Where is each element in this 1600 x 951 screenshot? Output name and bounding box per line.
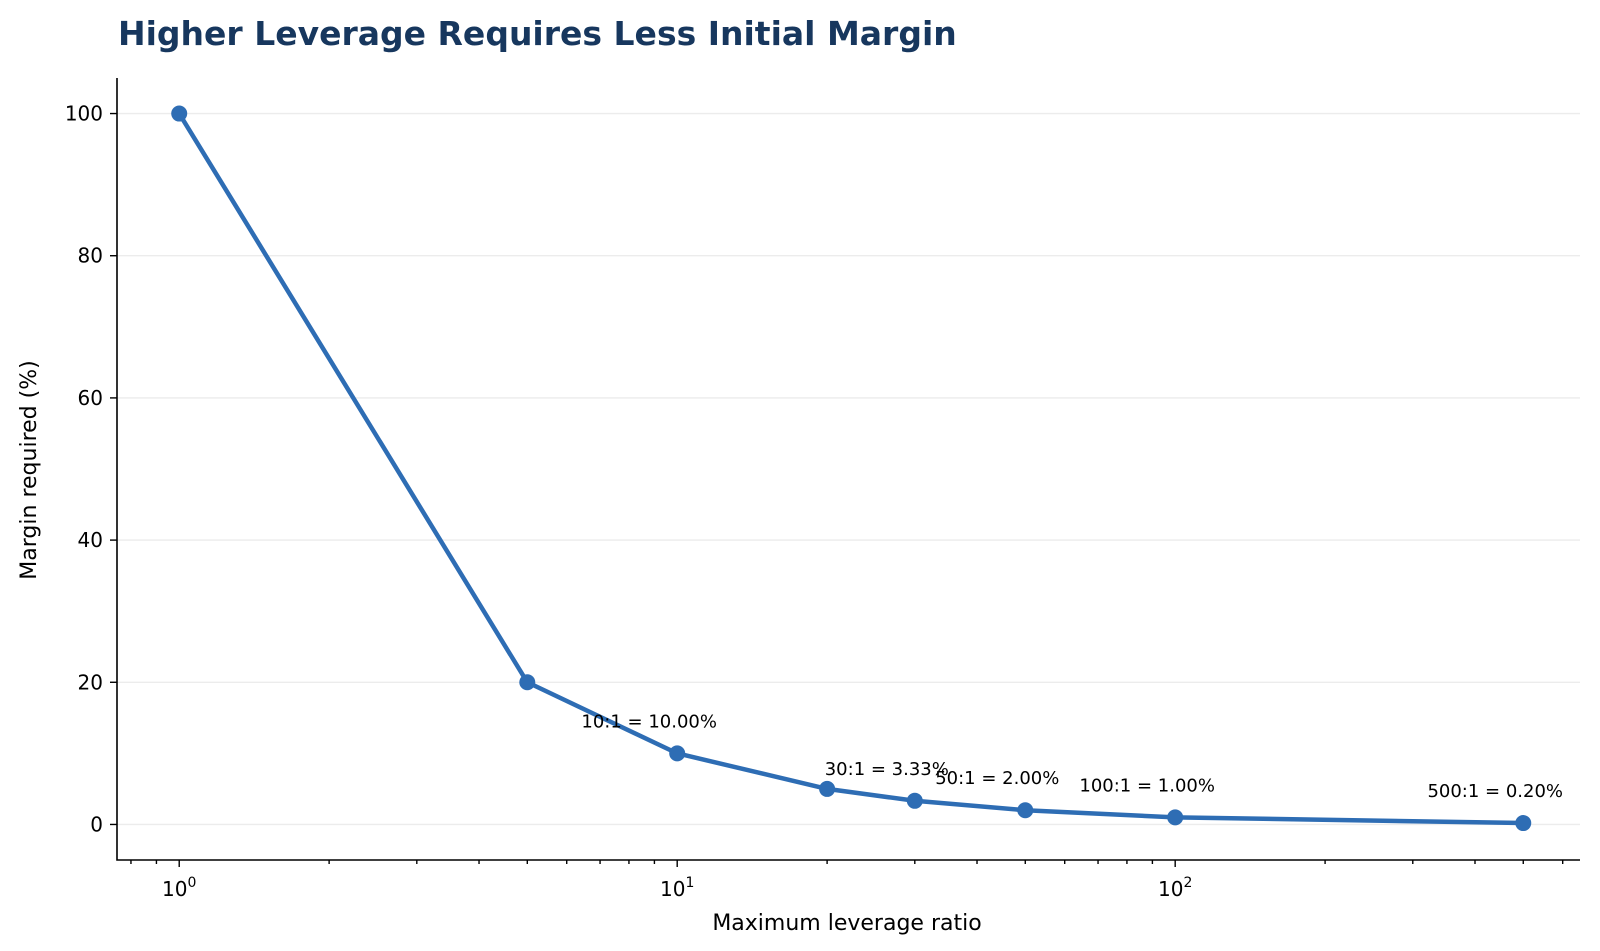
grid	[117, 112, 1580, 826]
y-tick-label: 60	[78, 386, 103, 410]
y-tick-label: 40	[78, 528, 103, 552]
y-tick-label: 20	[78, 670, 103, 694]
data-point	[519, 674, 536, 691]
chart-title: Higher Leverage Requires Less Initial Ma…	[118, 14, 957, 53]
data-label: 50:1 = 2.00%	[935, 768, 1059, 789]
axis-spines	[116, 78, 1580, 861]
y-tick-label: 100	[65, 102, 103, 126]
x-tick-label: 102	[1158, 875, 1192, 901]
series	[171, 105, 1532, 832]
y-tick-label: 80	[78, 244, 103, 268]
x-axis-label: Maximum leverage ratio	[712, 911, 981, 936]
axes: 0 20 40 60 80 100 100 101 102	[65, 78, 1580, 901]
x-tick-label: 101	[660, 875, 694, 901]
y-tick-label: 0	[90, 812, 103, 836]
data-label: 10:1 = 10.00%	[581, 711, 717, 732]
annotations: 10:1 = 10.00% 30:1 = 3.33%50:1 = 2.00% 100…	[581, 711, 1563, 802]
data-point	[669, 745, 686, 762]
data-label: 30:1 = 3.33%	[825, 759, 949, 780]
data-point	[819, 780, 836, 797]
data-point	[1017, 802, 1034, 819]
y-axis-label: Margin required (%)	[17, 360, 42, 579]
series-line	[176, 111, 1526, 826]
data-label: 100:1 = 1.00%	[1079, 775, 1215, 796]
data-label: 500:1 = 0.20%	[1427, 781, 1563, 802]
data-point	[1167, 809, 1184, 826]
data-point	[171, 105, 188, 122]
data-point	[1515, 815, 1532, 832]
x-tick-label: 100	[162, 875, 196, 901]
data-point	[906, 792, 923, 809]
